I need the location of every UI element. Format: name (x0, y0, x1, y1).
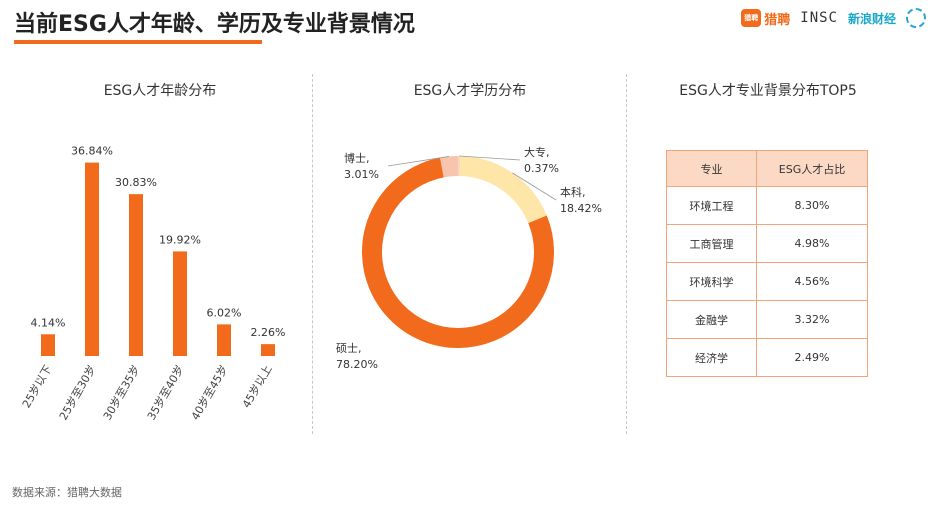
table-row: 工商管理 4.98% (666, 224, 868, 263)
age-bar (217, 324, 231, 356)
education-leader-line (387, 156, 449, 167)
share-cell: 3.32% (756, 300, 868, 339)
share-cell: 8.30% (756, 186, 868, 225)
education-donut-chart: 硕士, 78.20% 博士, 3.01% 大专, 0.37%本科, 18.42% (336, 145, 602, 371)
table-row: 经济学 2.49% (666, 338, 868, 377)
major-cell: 金融学 (666, 300, 757, 339)
data-source-note: 数据来源：猎聘大数据 (12, 486, 122, 499)
share-cell: 2.49% (756, 338, 868, 377)
education-slice-value: 3.01% (344, 168, 379, 181)
title-underline (14, 40, 262, 44)
education-slice-value: 78.20% (336, 358, 378, 371)
age-bar (41, 334, 55, 356)
age-category-label: 25岁以下 (19, 363, 55, 411)
education-slice (362, 156, 554, 348)
column-header-major: 专业 (666, 150, 757, 187)
age-category-label: 35岁至40岁 (144, 363, 187, 423)
age-bar-value-label: 36.84% (71, 145, 113, 158)
logo-bar: 猎聘 猎聘 INSC 新浪财经 (741, 8, 926, 28)
age-bar-value-label: 30.83% (115, 176, 157, 189)
education-slice-name: 本科, (560, 185, 586, 199)
table-row: 环境工程 8.30% (666, 186, 868, 225)
age-bar (261, 344, 275, 356)
page-title: 当前ESG人才年龄、学历及专业背景情况 (14, 12, 415, 37)
education-slice (362, 156, 554, 348)
education-slice-value: 18.42% (560, 202, 602, 215)
liepin-logo-text: 猎聘 (764, 12, 791, 28)
insc-logo: INSC (800, 10, 838, 26)
age-category-label: 45岁以上 (239, 363, 275, 411)
major-cell: 工商管理 (666, 224, 757, 263)
age-bar-value-label: 19.92% (159, 233, 201, 246)
table-row: 环境科学 4.56% (666, 262, 868, 301)
major-cell: 环境工程 (666, 186, 757, 225)
education-leader-line (512, 172, 557, 201)
panel-divider-2 (626, 74, 627, 434)
age-category-label: 40岁至45岁 (188, 363, 231, 423)
age-bar-value-label: 6.02% (207, 306, 242, 319)
education-slice-name: 大专, (524, 145, 550, 159)
age-chart-title: ESG人才年龄分布 (103, 83, 217, 99)
sina-finance-logo: 新浪财经 (847, 11, 896, 26)
age-bar (129, 194, 143, 356)
education-slice-name: 硕士, (336, 342, 362, 355)
table-row: 金融学 3.32% (666, 300, 868, 339)
education-slice-name: 博士, (344, 152, 370, 165)
age-bar-value-label: 4.14% (31, 316, 66, 329)
share-cell: 4.98% (756, 224, 868, 263)
panel-divider-1 (312, 74, 313, 434)
age-bar-chart: 4.14% 25岁以下 36.84% 25岁至30岁 30.83% 30岁至35岁 19.9… (19, 145, 286, 423)
share-cell: 4.56% (756, 262, 868, 301)
education-slice-value: 0.37% (524, 162, 559, 175)
major-top5-table: 专业 ESG人才占比 环境工程 8.30% 工商管理 4.98% 环境科学 4.… (666, 150, 868, 377)
age-category-label: 30岁至35岁 (100, 363, 143, 423)
education-chart-title: ESG人才学历分布 (413, 83, 527, 99)
age-bar (173, 251, 187, 356)
age-bar (85, 162, 99, 356)
major-cell: 环境科学 (666, 262, 757, 301)
liepin-logo-badge: 猎聘 (741, 9, 762, 27)
major-cell: 经济学 (666, 338, 757, 377)
age-bar-value-label: 2.26% (251, 326, 286, 339)
education-leader-line (459, 155, 521, 161)
table-header-row: 专业 ESG人才占比 (666, 150, 868, 187)
major-table-title: ESG人才专业背景分布TOP5 (679, 83, 857, 99)
column-header-share: ESG人才占比 (756, 150, 868, 187)
circle-logo-icon (906, 8, 926, 28)
liepin-logo: 猎聘 猎聘 (741, 9, 790, 28)
age-category-label: 25岁至30岁 (56, 363, 99, 423)
